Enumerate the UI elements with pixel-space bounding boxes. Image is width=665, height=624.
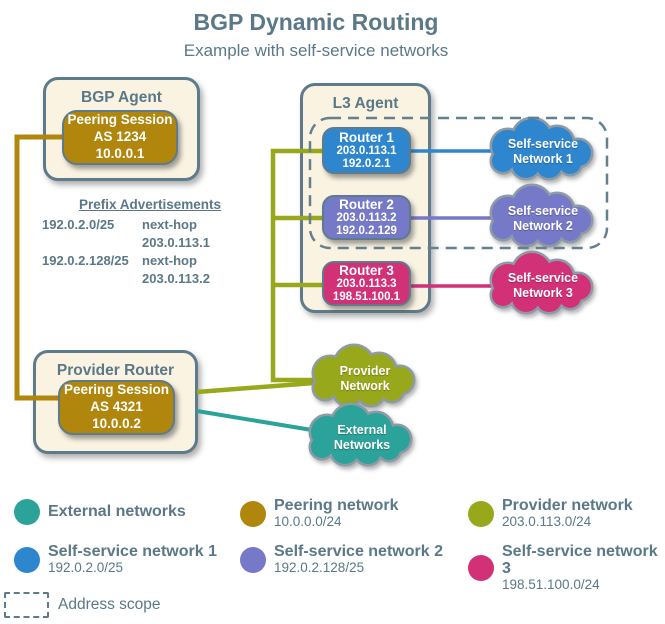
l3-agent-title: L3 Agent [332,95,399,112]
address-scope-outline [308,116,609,250]
self-service-network-3-cloud [492,253,591,312]
provider-router-title: Provider Router [56,362,175,379]
peering-link-line [14,134,64,401]
provider-network-cloud [314,346,413,405]
external-networks-cloud [311,405,410,464]
provider-trunk-line [270,148,334,383]
bgp-agent-title: BGP Agent [81,89,162,106]
self-service-network-1-cloud [492,119,591,178]
self-service-network-2-cloud [492,186,591,245]
